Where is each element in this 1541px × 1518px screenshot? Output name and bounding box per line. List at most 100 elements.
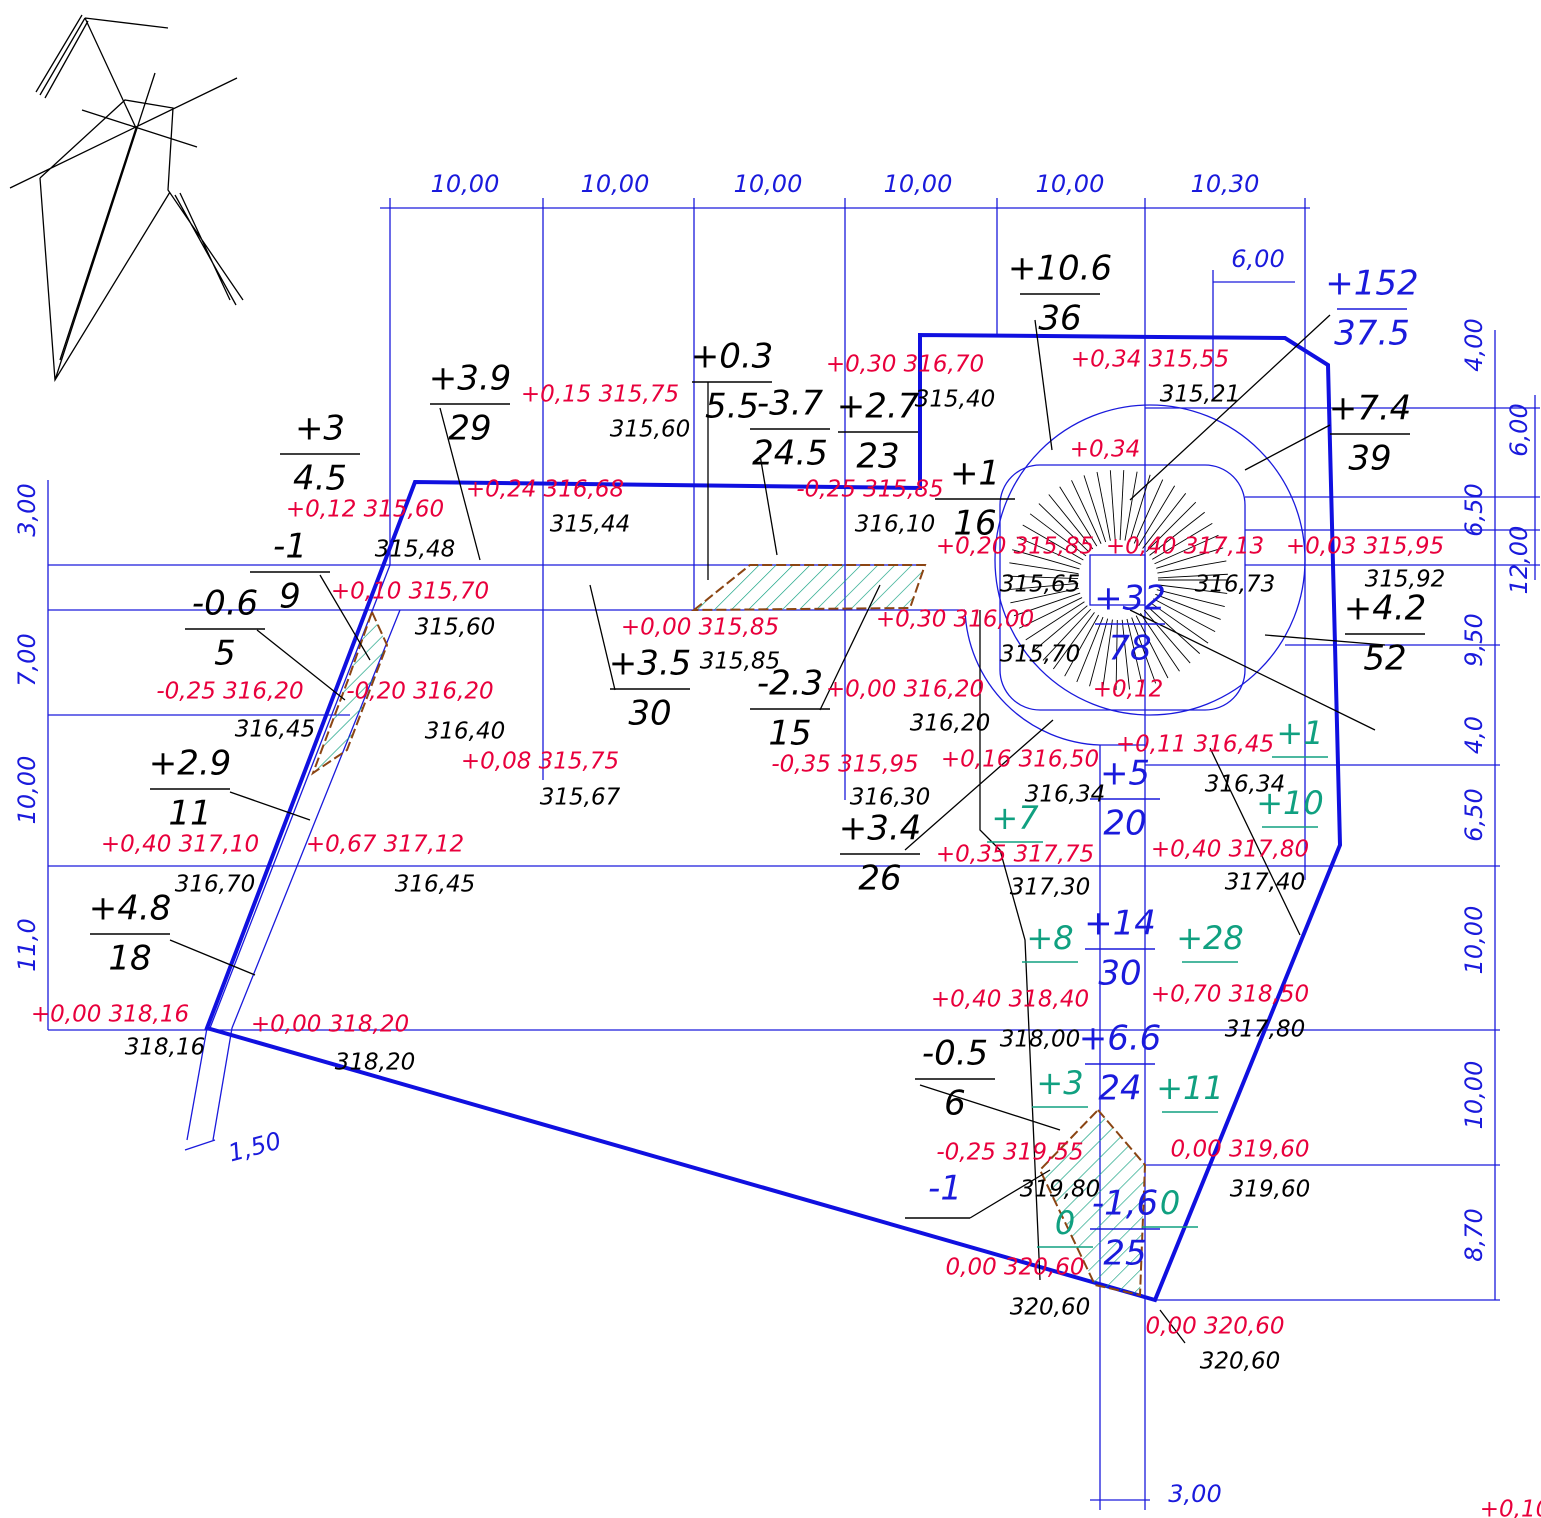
red-label: +0,16 316,50 [941, 747, 1099, 773]
red-label: +0,20 315,85 [936, 534, 1094, 560]
red-label: -0,20 316,20 [346, 679, 493, 705]
black-label: 315,70 [1000, 642, 1080, 668]
red-label: -0,25 319,55 [936, 1140, 1083, 1166]
black-label: 315,65 [1000, 572, 1080, 598]
fraction-top: +32 [1094, 579, 1166, 619]
black-label: 317,80 [1225, 1017, 1305, 1043]
black-label: 315,21 [1160, 382, 1240, 408]
red-label: +0,30 316,00 [876, 607, 1034, 633]
dimension: 10,00 [431, 170, 500, 198]
ray [1125, 472, 1137, 541]
red-label: +0,08 315,75 [461, 749, 619, 775]
black-label: 316,73 [1195, 572, 1275, 598]
dimension: 6,00 [1505, 403, 1533, 456]
dimension: 10,00 [884, 170, 953, 198]
fraction-bottom: 4.5 [293, 459, 347, 499]
dimension: 10,00 [1036, 170, 1105, 198]
fraction-bottom: 37.5 [1334, 314, 1410, 354]
fraction-top: +1 [950, 454, 1000, 494]
red-label: +0,10 [1480, 1497, 1541, 1518]
fraction-top: +3.9 [429, 359, 512, 399]
dimension: 10,00 [734, 170, 803, 198]
fraction-bottom: 30 [628, 694, 671, 734]
black-label: 315,48 [375, 537, 455, 563]
black-label: 316,30 [850, 785, 930, 811]
fraction-top: +4.8 [89, 889, 172, 929]
dimension: 3,00 [1168, 1480, 1221, 1508]
red-label: +0,03 315,95 [1286, 534, 1444, 560]
black-label: 317,30 [1010, 875, 1090, 901]
black-label: 315,85 [700, 649, 780, 675]
ray [1110, 470, 1115, 540]
dimension: 10,00 [13, 756, 41, 825]
fraction-bottom: 11 [168, 794, 211, 834]
red-label: +0,34 315,55 [1071, 347, 1229, 373]
dimension: 1,50 [225, 1127, 284, 1168]
red-label: +0,24 316,68 [466, 477, 624, 503]
black-label: 320,60 [1010, 1295, 1090, 1321]
black-label: 316,34 [1205, 772, 1285, 798]
black-label: 316,45 [235, 717, 315, 743]
red-label: 0,00 320,60 [946, 1255, 1085, 1281]
red-label: -0,25 316,20 [156, 679, 303, 705]
black-label: 320,60 [1200, 1349, 1280, 1375]
fraction-bottom: 9 [279, 577, 301, 617]
green-mark: +1 [1276, 714, 1323, 752]
dimension: 10,00 [1460, 1061, 1488, 1130]
dimension: 8,70 [1460, 1208, 1488, 1261]
fraction-bottom: 24.5 [752, 434, 828, 474]
red-label: -0,35 315,95 [771, 752, 918, 778]
green-mark: +28 [1176, 919, 1244, 957]
red-label: +0,40 317,80 [1151, 837, 1309, 863]
red-label: +0,11 316,45 [1116, 732, 1274, 758]
fraction-top: -0.5 [922, 1034, 988, 1074]
fraction-bottom: 15 [768, 714, 811, 754]
fraction-top: +4.2 [1344, 589, 1427, 629]
dimension: 6,50 [1460, 788, 1488, 841]
black-label: 316,40 [425, 719, 505, 745]
red-label: +0,00 318,20 [251, 1012, 409, 1038]
north-sign [10, 15, 243, 380]
red-label: +0,70 318,50 [1151, 982, 1309, 1008]
red-label: +0,40 317,13 [1106, 534, 1264, 560]
fraction-top: +2.9 [149, 744, 232, 784]
ray [1084, 475, 1106, 542]
earthwork-plan: 10,0010,0010,0010,0010,0010,304,006,006,… [0, 0, 1541, 1518]
green-mark: +8 [1026, 919, 1073, 957]
fraction-top: +14 [1084, 904, 1156, 944]
fraction-bottom: 30 [1098, 954, 1141, 994]
fraction-bottom: 6 [944, 1084, 966, 1124]
fraction-top: +3.4 [839, 809, 922, 849]
dimension: 10,00 [1460, 906, 1488, 975]
red-label: +0,15 315,75 [521, 382, 679, 408]
dimension: 6,00 [1231, 245, 1284, 273]
black-label: 318,16 [125, 1035, 205, 1061]
black-label: 316,34 [1025, 782, 1105, 808]
dimension: 7,00 [13, 633, 41, 686]
fraction-top: +7.4 [1329, 389, 1412, 429]
black-label: 315,60 [415, 615, 495, 641]
fraction-bottom: 24 [1098, 1069, 1141, 1109]
dimension: 4,0 [1460, 716, 1488, 754]
black-label: 318,00 [1000, 1027, 1080, 1053]
fraction-bottom: 52 [1363, 639, 1406, 679]
dimension: 4,00 [1460, 318, 1488, 371]
dimension: 9,50 [1460, 613, 1488, 666]
fraction-top: -3.7 [757, 384, 824, 424]
fraction-bottom: 18 [108, 939, 151, 979]
black-label: 318,20 [335, 1050, 415, 1076]
fraction-top: +3 [295, 409, 345, 449]
fraction-bottom: 29 [448, 409, 491, 449]
fraction-bottom: 20 [1103, 804, 1146, 844]
black-label: 315,92 [1365, 567, 1445, 593]
fraction-bottom: 39 [1348, 439, 1391, 479]
fraction-top: +6.6 [1079, 1019, 1162, 1059]
red-label: +0,67 317,12 [306, 832, 464, 858]
green-mark: +11 [1156, 1069, 1224, 1107]
fraction-top: -1 [273, 527, 307, 567]
black-label: 315,67 [540, 785, 621, 811]
black-label: 315,44 [550, 512, 630, 538]
ray [1097, 472, 1110, 541]
fraction-bottom: 5.5 [705, 387, 759, 427]
